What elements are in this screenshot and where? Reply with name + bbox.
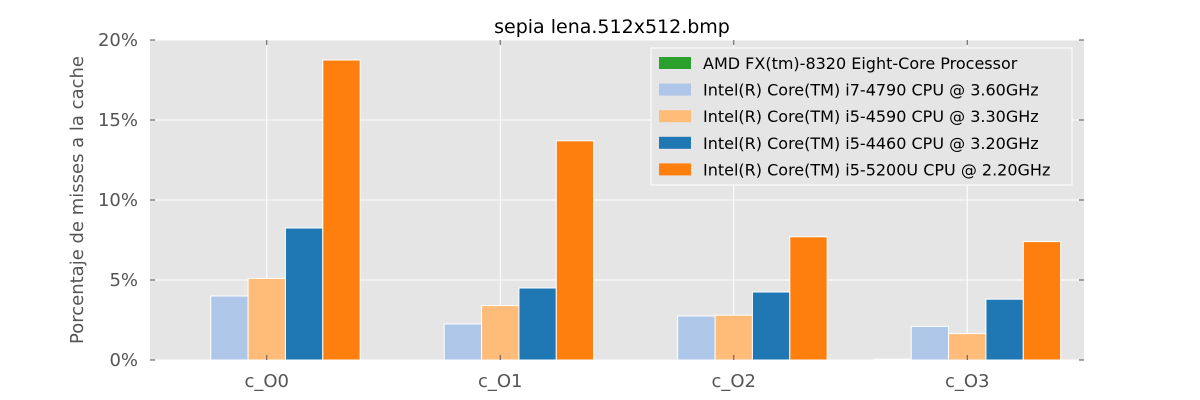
legend-swatch [659,57,691,69]
bar [322,59,361,361]
bar [1022,241,1062,361]
bar [481,305,520,361]
x-tick-label: c_O1 [478,371,523,392]
y-tick-label: 20% [98,30,138,51]
bar [789,236,828,361]
legend-label: Intel(R) Core(TM) i7-4790 CPU @ 3.60GHz [703,81,1039,100]
legend-swatch [659,83,691,96]
y-tick-label: 0% [109,350,138,371]
bar [555,140,595,361]
legend-swatch [659,110,691,123]
axes: 0% 5% 10% 15% 20% c_O0 c_O1 c_O2 c_O3 [98,30,1084,392]
legend-box [650,47,1073,186]
x-tick-label: c_O0 [244,371,289,392]
bar [714,314,753,361]
y-axis-title: Porcentaje de misses a la cache [67,56,88,344]
legend-swatch [659,163,691,176]
y-tick-label: 15% [98,110,138,131]
bar [985,298,1024,361]
bar [210,295,249,361]
legend-label: AMD FX(tm)-8320 Eight-Core Processor [703,54,1018,73]
legend-label: Intel(R) Core(TM) i5-5200U CPU @ 2.20GHz [703,160,1050,179]
chart-title: sepia lena.512x512.bmp [494,16,730,38]
bar [247,277,286,361]
y-tick-label: 5% [109,270,138,291]
bar [518,287,557,361]
bar [751,291,791,361]
bar [443,323,483,361]
legend: AMD FX(tm)-8320 Eight-Core Processor Inte… [650,47,1073,186]
bar [910,325,950,361]
bars [210,59,1062,361]
bar [873,358,912,361]
bar [677,315,716,361]
legend-label: Intel(R) Core(TM) i5-4590 CPU @ 3.30GHz [703,107,1039,126]
y-tick-label: 10% [98,190,138,211]
bar [284,227,324,361]
legend-label: Intel(R) Core(TM) i5-4460 CPU @ 3.20GHz [703,134,1039,153]
x-tick-label: c_O3 [945,371,990,392]
legend-swatch [659,136,691,149]
x-tick-label: c_O2 [711,371,756,392]
